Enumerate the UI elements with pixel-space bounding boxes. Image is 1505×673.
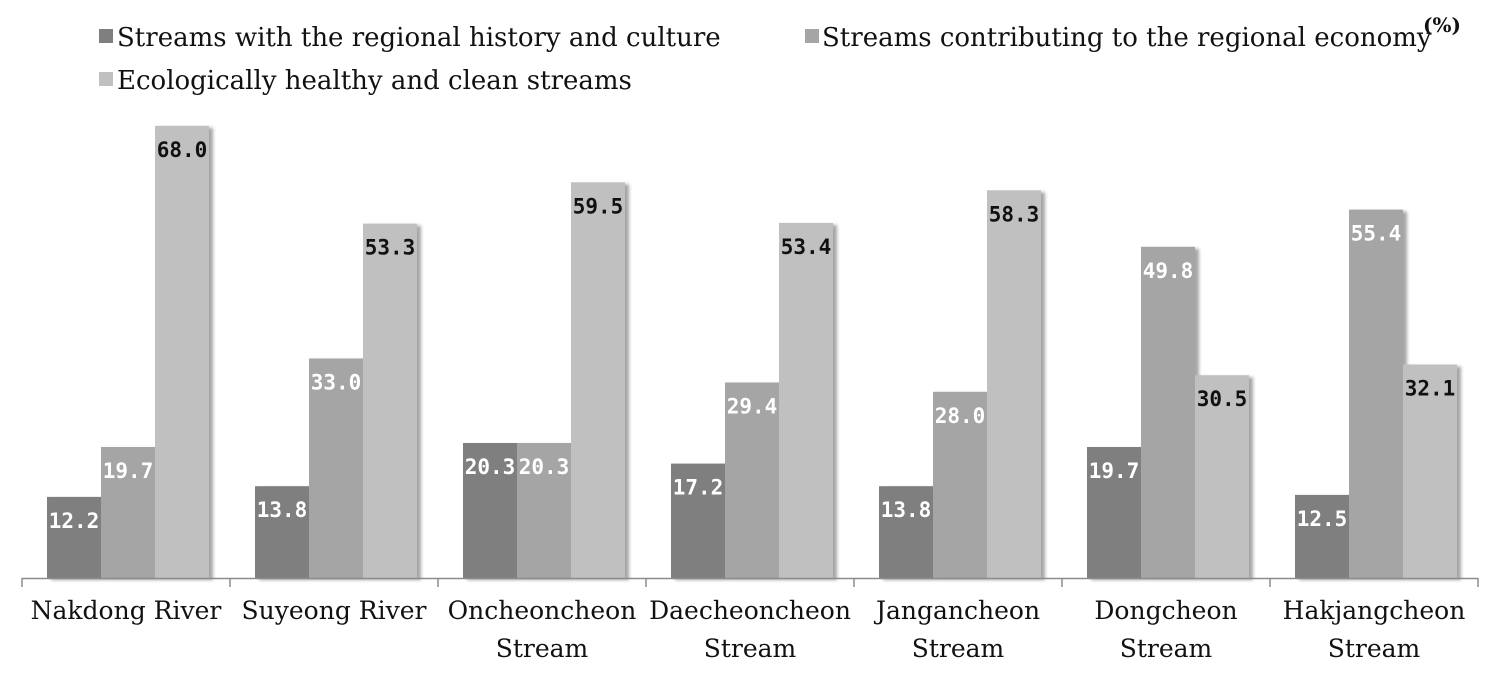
bar-series2-cat3	[517, 443, 571, 578]
data-label-series3-cat6: 30.5	[1197, 387, 1248, 411]
bar-series2-cat6	[1141, 246, 1195, 579]
bar-series3-cat7	[1403, 364, 1457, 578]
category-label: Jangancheon Stream	[873, 596, 1040, 663]
data-label-series2-cat2: 33.0	[311, 371, 362, 395]
legend-swatch-history	[99, 29, 113, 43]
bar-series1-cat3	[463, 443, 517, 578]
category-label: Nakdong River	[31, 596, 222, 625]
data-label-series1-cat4: 17.2	[673, 476, 724, 500]
category-label: Daecheoncheon Stream	[649, 596, 851, 663]
data-label-series1-cat5: 13.8	[881, 498, 932, 522]
legend-label-ecology: Ecologically healthy and clean streams	[117, 66, 632, 96]
legend-swatch-economy	[805, 29, 819, 43]
data-label-series3-cat7: 32.1	[1405, 377, 1456, 401]
category-label: Suyeong River	[242, 596, 427, 625]
bar-series3-cat1	[155, 125, 209, 579]
bar-series1-cat7	[1295, 494, 1349, 578]
data-label-series3-cat2: 53.3	[365, 236, 416, 260]
legend-swatch-ecology	[99, 72, 113, 86]
bar-series3-cat6	[1195, 375, 1249, 578]
bar-series1-cat6	[1087, 447, 1141, 578]
data-label-series1-cat6: 19.7	[1089, 459, 1140, 483]
bar-series2-cat2	[309, 358, 363, 578]
bars-layer: 12.2 19.7 68.0 13.8 33.0 53.3 20.3 20.3 59.5 17.2…	[47, 125, 1457, 579]
data-label-series1-cat3: 20.3	[465, 455, 516, 479]
bar-series1-cat5	[879, 486, 933, 578]
data-label-series2-cat5: 28.0	[935, 404, 986, 428]
data-label-series3-cat5: 58.3	[989, 202, 1040, 226]
category-label: Oncheoncheon Stream	[448, 596, 637, 663]
bar-series1-cat4	[671, 463, 725, 578]
bar-series3-cat3	[571, 182, 625, 579]
data-label-series1-cat7: 12.5	[1297, 507, 1348, 531]
data-label-series1-cat1: 12.2	[49, 509, 100, 533]
data-label-series3-cat1: 68.0	[157, 138, 208, 162]
legend-label-economy: Streams contributing to the regional eco…	[822, 23, 1432, 53]
category-label: Hakjangcheon Stream	[1283, 596, 1466, 663]
legend-label-history: Streams with the regional history and cu…	[117, 23, 721, 53]
data-label-series2-cat7: 55.4	[1351, 222, 1402, 246]
data-label-series3-cat3: 59.5	[573, 194, 624, 218]
bar-series3-cat4	[779, 222, 833, 578]
data-label-series3-cat4: 53.4	[781, 235, 832, 259]
bar-series1-cat1	[47, 496, 101, 578]
bar-series2-cat5	[933, 391, 987, 578]
bar-series1-cat2	[255, 486, 309, 578]
data-label-series1-cat2: 13.8	[257, 498, 308, 522]
data-label-series2-cat3: 20.3	[519, 455, 570, 479]
bar-series2-cat4	[725, 382, 779, 578]
data-label-series2-cat6: 49.8	[1143, 259, 1194, 283]
data-label-series2-cat4: 29.4	[727, 395, 778, 419]
legend: Streams with the regional history and cu…	[99, 23, 1432, 96]
bar-series3-cat5	[987, 190, 1041, 579]
bar-series2-cat1	[101, 447, 155, 578]
bar-series3-cat2	[363, 223, 417, 578]
data-label-series2-cat1: 19.7	[103, 459, 154, 483]
x-axis: Nakdong River Suyeong River Oncheoncheon St…	[21, 577, 1479, 663]
category-label: Dongcheon Stream	[1094, 596, 1237, 663]
bar-series2-cat7	[1349, 209, 1403, 578]
unit-label: (%)	[1423, 13, 1461, 37]
